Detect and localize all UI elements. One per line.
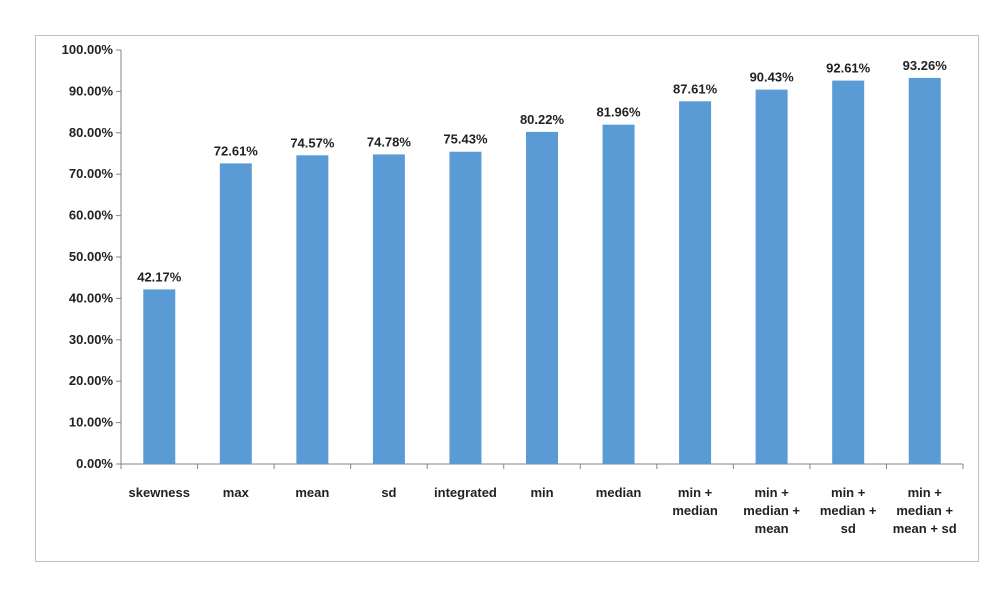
x-category-label: median +: [743, 503, 800, 518]
y-tick-label: 80.00%: [69, 125, 114, 140]
bar: [755, 89, 788, 464]
bar: [908, 77, 941, 465]
x-category-label: min +: [678, 485, 713, 500]
x-category-label: median: [596, 485, 642, 500]
y-tick-label: 20.00%: [69, 373, 114, 388]
data-label: 87.61%: [673, 81, 718, 96]
x-category-label: median: [672, 503, 718, 518]
data-label: 93.26%: [903, 58, 948, 73]
bar: [143, 289, 176, 464]
y-tick-label: 70.00%: [69, 166, 114, 181]
y-tick-label: 30.00%: [69, 332, 114, 347]
y-tick-label: 0.00%: [76, 456, 113, 471]
x-category-label: skewness: [129, 485, 190, 500]
y-tick-label: 60.00%: [69, 208, 114, 223]
y-tick-label: 100.00%: [62, 42, 114, 57]
x-category-label: sd: [381, 485, 396, 500]
x-category-label: integrated: [434, 485, 497, 500]
bar: [449, 151, 482, 465]
data-label: 72.61%: [214, 143, 259, 158]
y-tick-label: 40.00%: [69, 290, 114, 305]
chart-frame: [35, 35, 979, 562]
x-category-label: median +: [820, 503, 877, 518]
x-category-label: min +: [908, 485, 943, 500]
x-category-label: mean + sd: [893, 521, 957, 536]
data-label: 42.17%: [137, 269, 182, 284]
y-tick-label: 50.00%: [69, 249, 114, 264]
bar: [372, 154, 405, 464]
bar: [296, 155, 329, 464]
bar: [219, 163, 252, 465]
bar: [679, 101, 712, 464]
bar: [832, 80, 865, 464]
x-category-label: min: [530, 485, 553, 500]
x-category-label: mean: [755, 521, 789, 536]
x-category-label: median +: [896, 503, 953, 518]
y-tick-label: 90.00%: [69, 83, 114, 98]
x-category-label: min +: [831, 485, 866, 500]
y-tick-label: 10.00%: [69, 415, 114, 430]
data-label: 90.43%: [750, 70, 795, 85]
x-category-label: sd: [841, 521, 856, 536]
data-label: 74.78%: [367, 134, 412, 149]
x-category-label: min +: [754, 485, 789, 500]
data-label: 92.61%: [826, 61, 871, 76]
data-label: 75.43%: [443, 132, 488, 147]
x-category-label: mean: [295, 485, 329, 500]
data-label: 74.57%: [290, 135, 335, 150]
data-label: 81.96%: [596, 105, 641, 120]
bar: [526, 131, 558, 464]
data-label: 80.22%: [520, 112, 565, 127]
bar: [602, 124, 635, 464]
x-category-label: max: [223, 485, 250, 500]
